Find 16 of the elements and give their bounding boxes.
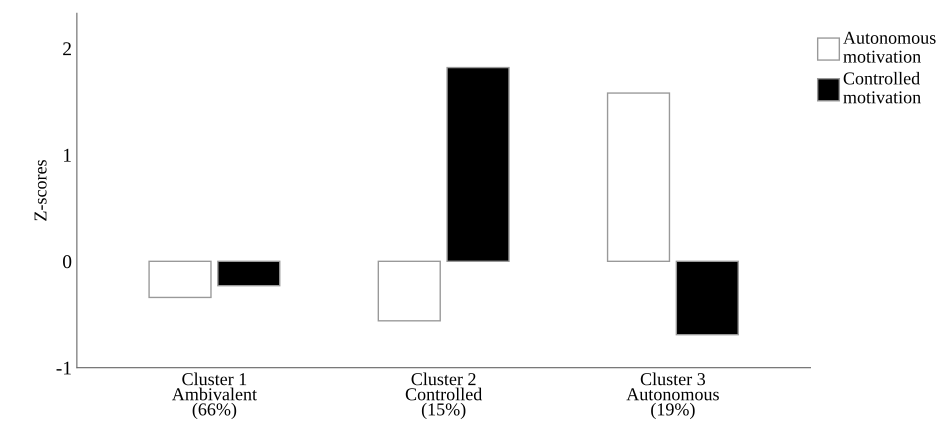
bar (676, 260, 739, 336)
bar (148, 260, 212, 298)
x-tick-label: Cluster 1 Ambivalent (66%) (172, 372, 257, 420)
bar (606, 92, 670, 262)
bar (378, 260, 441, 322)
x-tick-label: Cluster 3 Autonomous (19%) (626, 372, 719, 420)
bar (446, 66, 510, 262)
y-axis-title: Z-scores (34, 160, 47, 221)
legend-label: Controlled motivation (843, 72, 921, 104)
bar (217, 260, 280, 286)
y-tick-label: -1 (56, 362, 71, 374)
y-tick-label: 0 (63, 255, 72, 268)
y-tick-label: 2 (63, 42, 71, 56)
x-tick-label: Cluster 2 Controlled (15%) (406, 372, 482, 420)
legend-label: Autonomous motivation (843, 32, 936, 63)
y-tick-label: 1 (64, 148, 71, 162)
